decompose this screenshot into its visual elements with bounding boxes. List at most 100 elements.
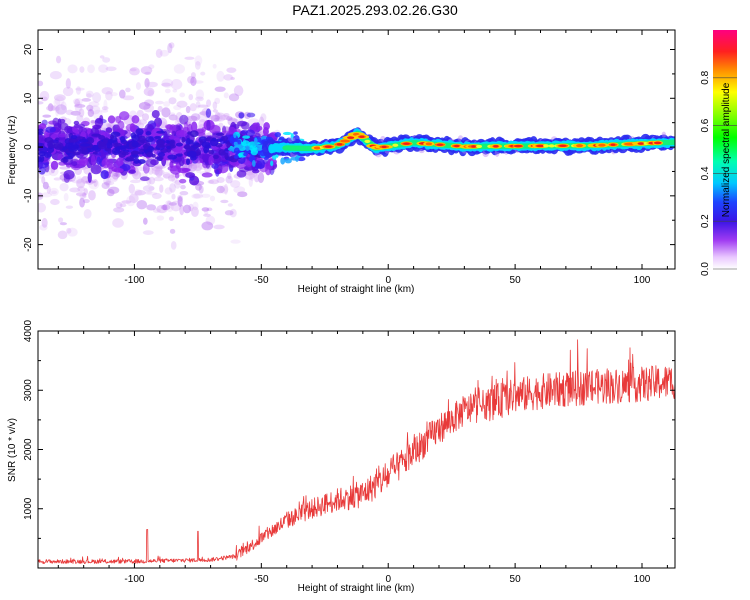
spectrogram-cell <box>91 133 102 137</box>
spectrogram-cell <box>208 149 215 155</box>
spectrogram-cell <box>38 128 44 132</box>
spectrogram-cell <box>195 96 204 102</box>
spectrogram-cell <box>188 203 194 212</box>
spectrogram-cell <box>129 67 140 76</box>
spectrogram-cell <box>100 109 109 113</box>
spectrogram-cell <box>164 88 171 94</box>
spectrogram-cell <box>167 165 179 172</box>
page-title: PAZ1.2025.293.02.26.G30 <box>292 2 458 18</box>
spectrogram-cell <box>39 90 50 102</box>
spectrogram-cell <box>63 173 70 184</box>
spectrogram-cell <box>90 164 102 175</box>
spectrogram-cell <box>210 114 220 122</box>
spectrogram-cell <box>92 151 98 155</box>
spectrogram-cell <box>280 157 286 165</box>
spectrogram-cell <box>58 217 64 223</box>
spectrogram-cell <box>101 106 109 111</box>
spectrogram-cell <box>392 143 399 147</box>
spectrogram-cell <box>70 110 81 116</box>
spectrogram-cell <box>241 140 251 147</box>
spectrogram-cell <box>425 142 433 146</box>
spectrogram-cell <box>206 119 211 131</box>
spectrogram-cell <box>175 153 183 157</box>
spectrogram-cell <box>49 70 62 80</box>
spectrogram-cell <box>107 148 112 155</box>
spectrogram-cell <box>212 101 218 110</box>
colorbar-tick-label: 0.6 <box>700 118 711 132</box>
spectrogram-cell <box>79 66 85 73</box>
spectrogram-y-tick-label: 20 <box>23 44 34 56</box>
spectrogram-y-tick-label: -10 <box>23 188 34 203</box>
spectrogram-cell <box>90 155 96 166</box>
spectrogram-cell <box>284 158 292 164</box>
spectrogram-cell <box>171 130 177 136</box>
spectrogram-cell <box>514 144 523 148</box>
spectrogram-y-axis-label: Frequency (Hz) <box>7 116 18 185</box>
spectrogram-cell <box>107 178 112 186</box>
spectrogram-cell <box>78 160 86 166</box>
spectrogram-cell <box>190 72 196 79</box>
spectrogram-cell <box>191 193 201 199</box>
spectrogram-cell <box>187 115 198 122</box>
spectrogram-cell <box>185 158 191 166</box>
spectrogram-cell <box>74 98 81 107</box>
spectrogram-cell <box>110 92 118 97</box>
spectrogram-cell <box>105 178 110 188</box>
spectrogram-cell <box>81 147 89 155</box>
spectrogram-cell <box>185 105 191 114</box>
spectrogram-cell <box>169 112 176 116</box>
spectrogram-cell <box>107 138 115 144</box>
spectrogram-cell <box>165 200 172 206</box>
spectrogram-cell <box>209 195 216 202</box>
spectrogram-cell <box>100 169 109 180</box>
spectrogram-cell <box>86 93 92 98</box>
spectrogram-cell <box>121 200 132 204</box>
snr-y-tick-label: 2000 <box>23 438 34 461</box>
spectrogram-cell <box>201 221 214 231</box>
spectrogram-cell <box>200 193 211 198</box>
spectrogram-cell <box>148 186 155 191</box>
spectrogram-cell <box>230 239 241 244</box>
spectrogram-cell <box>134 188 143 197</box>
spectrogram-cell <box>190 121 198 133</box>
spectrogram-y-tick-label: -20 <box>23 237 34 252</box>
spectrogram-cell <box>88 101 100 108</box>
spectrogram-cell <box>203 149 208 154</box>
spectrogram-cell <box>97 142 107 150</box>
spectrogram-cell <box>218 122 224 128</box>
spectrogram-cell <box>163 101 171 107</box>
spectrogram-cell <box>146 151 154 158</box>
spectrogram-cell <box>58 133 66 138</box>
spectrogram-cell <box>192 142 200 146</box>
spectrogram-cell <box>101 87 114 95</box>
spectrogram-cell <box>133 157 140 164</box>
spectrogram-cell <box>188 139 194 145</box>
spectrogram-cell <box>190 76 197 87</box>
snr-frame <box>37 330 676 569</box>
spectrogram-cell <box>207 179 214 184</box>
spectrogram-x-axis-label: Height of straight line (km) <box>298 284 415 295</box>
snr-y-tick-label: 1000 <box>23 497 34 520</box>
spectrogram-y-tick-label: 10 <box>23 92 34 104</box>
colorbar-gradient <box>713 30 737 269</box>
spectrogram-cell <box>122 95 135 101</box>
spectrogram-cell <box>181 136 186 143</box>
spectrogram-cell <box>192 201 199 211</box>
spectrogram-cell <box>119 203 127 208</box>
spectrogram-cell <box>113 207 125 213</box>
spectrogram-cell <box>162 171 171 179</box>
spectrogram-cell <box>254 173 260 183</box>
spectrogram-cell <box>155 100 164 105</box>
spectrogram-cell <box>230 77 235 81</box>
spectrogram-cell <box>161 107 171 118</box>
snr-x-tick-label: -100 <box>124 574 144 585</box>
spectrogram-cell <box>170 240 177 250</box>
spectrogram-cell <box>41 176 46 184</box>
spectrogram-cell <box>205 215 216 226</box>
spectrogram-cell <box>169 42 175 49</box>
spectrogram-cell <box>63 193 69 202</box>
spectrogram-cell <box>208 179 219 185</box>
spectrogram-cell <box>66 227 72 234</box>
spectrogram-cell <box>234 154 239 159</box>
